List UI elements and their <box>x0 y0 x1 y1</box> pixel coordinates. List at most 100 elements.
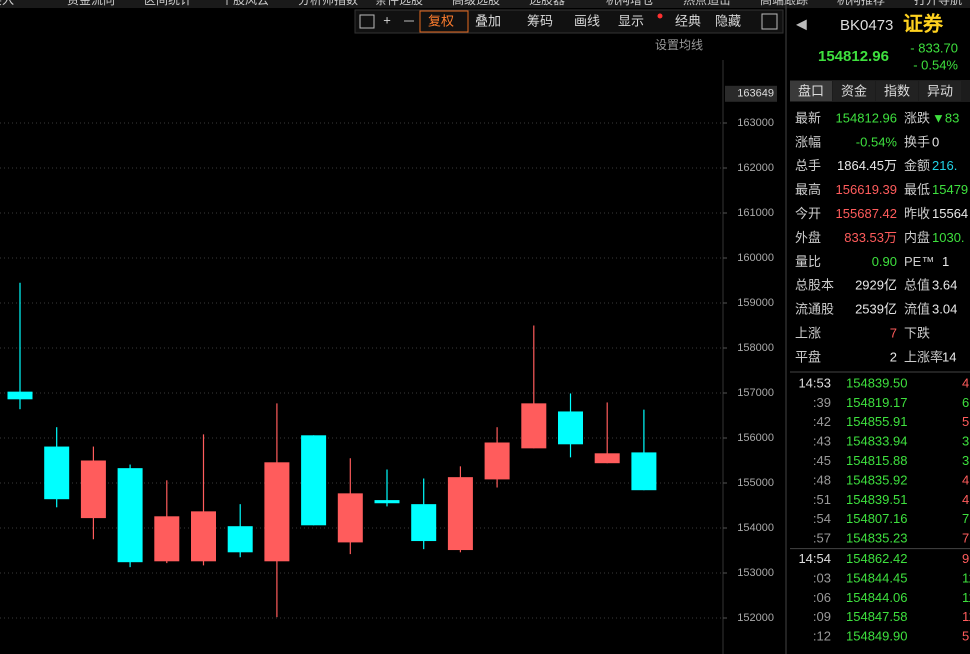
y-tick-label: 152000 <box>737 612 774 624</box>
stock-name: 证券 <box>903 11 944 35</box>
stat-value: 154812.96 <box>836 110 897 125</box>
tick-time: :43 <box>813 434 831 449</box>
menu-item[interactable]: 机构推荐 <box>837 0 885 7</box>
ma-setting[interactable]: 设置均线 <box>655 38 703 52</box>
candle-body <box>44 446 70 500</box>
tick-time: :39 <box>813 395 831 410</box>
tick-volume: 5 <box>962 414 969 429</box>
menu-item[interactable]: 区间统计 <box>144 0 192 7</box>
lock-icon[interactable] <box>359 14 375 29</box>
stat-label: 外盘 <box>795 230 821 245</box>
y-tick-label: 158000 <box>737 342 774 354</box>
stock-change: - 833.70 <box>910 40 958 55</box>
stat-value: 216. <box>932 158 957 173</box>
stat-label: 最高 <box>795 182 821 197</box>
tick-volume: 4 <box>962 492 969 507</box>
stat-value: 15564 <box>932 206 968 221</box>
stat-label: 量比 <box>795 254 821 269</box>
tab[interactable] <box>790 81 832 101</box>
stock-price: 154812.96 <box>818 48 889 65</box>
stat-label: 上涨率 <box>904 349 943 364</box>
tab[interactable] <box>833 81 875 101</box>
y-tick-label: 155000 <box>737 477 774 489</box>
candle-body <box>80 460 106 519</box>
tick-time: :12 <box>813 629 831 644</box>
y-tick-label: 157000 <box>737 387 774 399</box>
tick-price: 154839.51 <box>846 492 907 507</box>
tick-price: 154849.90 <box>846 629 907 644</box>
tick-time: :09 <box>813 609 831 624</box>
tick-price: 154819.17 <box>846 395 907 410</box>
tick-price: 154835.92 <box>846 472 907 487</box>
tick-price: 154855.91 <box>846 414 907 429</box>
stat-label: 最新 <box>795 110 821 125</box>
stat-value: 2539亿 <box>855 302 897 317</box>
menu-item[interactable]: 资金流向 <box>67 0 115 7</box>
stat-value: 3.64 <box>932 278 957 293</box>
tick-price: 154839.50 <box>846 375 907 390</box>
stat-value: 2 <box>890 349 897 364</box>
tick-time: 14:54 <box>798 551 831 566</box>
y-tick-label: 163000 <box>737 117 774 129</box>
notice-dot <box>657 13 663 19</box>
stat-label: 换手 <box>904 134 930 149</box>
top-menu: 买入 资金流向 区间统计 个股风云 分析师指数 条件选股 高级选股 选股器 机构增仓 热点追击 高端… <box>0 0 962 7</box>
stat-value: 2929亿 <box>855 278 897 293</box>
expand-icon[interactable] <box>761 13 778 30</box>
candle-body <box>227 526 253 553</box>
tick-volume: 9 <box>962 551 969 566</box>
menu-item[interactable]: 个股风云 <box>221 0 269 7</box>
menu-item[interactable]: 选股器 <box>529 0 565 7</box>
quote-panel: ◀ BK0473 证券 154812.96 - 833.70 - 0.54% 盘口 资金 指数 异… <box>790 11 970 644</box>
menu-item[interactable]: 打开导航 <box>914 0 962 7</box>
stat-label: 上涨 <box>795 326 821 341</box>
y-tick-label: 153000 <box>737 567 774 579</box>
tab-label: 指数 <box>884 83 910 98</box>
menu-item[interactable]: 高端跟踪 <box>760 0 808 7</box>
fuquan-label: 复权 <box>428 13 454 28</box>
tick-volume: 11 <box>962 570 970 585</box>
stat-value: 156619.39 <box>836 182 897 197</box>
candle-body <box>191 511 216 562</box>
menu-item[interactable]: 高级选股 <box>452 0 500 7</box>
tab[interactable] <box>876 81 918 101</box>
tick-time: :03 <box>813 570 831 585</box>
stock-change-pct: - 0.54% <box>913 57 958 72</box>
stat-value: 1864.45万 <box>837 158 897 173</box>
jingdian-label[interactable]: 经典 <box>675 13 701 28</box>
y-tick-label: 156000 <box>737 432 774 444</box>
stat-value: ▼83 <box>932 110 959 125</box>
menu-bar <box>0 0 970 8</box>
tick-price: 154815.88 <box>846 453 907 468</box>
tick-time: :57 <box>813 531 831 546</box>
yincang-label[interactable]: 隐藏 <box>715 13 741 28</box>
back-arrow: ◀ <box>796 16 807 32</box>
stat-label: 今开 <box>795 206 821 221</box>
diejia-label[interactable]: 叠加 <box>475 13 501 28</box>
huaxian-label[interactable]: 画线 <box>574 13 600 28</box>
tick-volume: 7 <box>962 531 969 546</box>
menu-item[interactable]: 条件选股 <box>375 0 423 7</box>
y-tick-label: 161000 <box>737 207 774 219</box>
menu-item[interactable]: 买入 <box>0 0 14 7</box>
menu-item[interactable]: 分析师指数 <box>298 0 358 7</box>
plus-icon[interactable]: + <box>383 12 391 27</box>
tab[interactable] <box>919 81 961 101</box>
tick-volume: 7 <box>962 511 969 526</box>
stat-label: 总值 <box>904 278 930 293</box>
menu-item[interactable]: 热点追击 <box>683 0 731 7</box>
stat-value: 7 <box>890 326 897 341</box>
fuquan-button[interactable] <box>419 10 469 33</box>
xianshi-label[interactable]: 显示 <box>618 13 644 28</box>
chouma-label[interactable]: 筹码 <box>527 13 553 28</box>
tick-price: 154833.94 <box>846 434 907 449</box>
stat-value: -0.54% <box>856 134 898 149</box>
candle-chart: 152000 153000 154000 155000 156000 157000 1580… <box>0 85 777 624</box>
tick-volume: 3 <box>962 453 969 468</box>
candle-body <box>301 435 327 526</box>
menu-item[interactable]: 机构增仓 <box>606 0 654 7</box>
tick-price: 154844.45 <box>846 570 907 585</box>
tick-volume: 11 <box>962 609 970 624</box>
candle-body <box>484 442 510 480</box>
